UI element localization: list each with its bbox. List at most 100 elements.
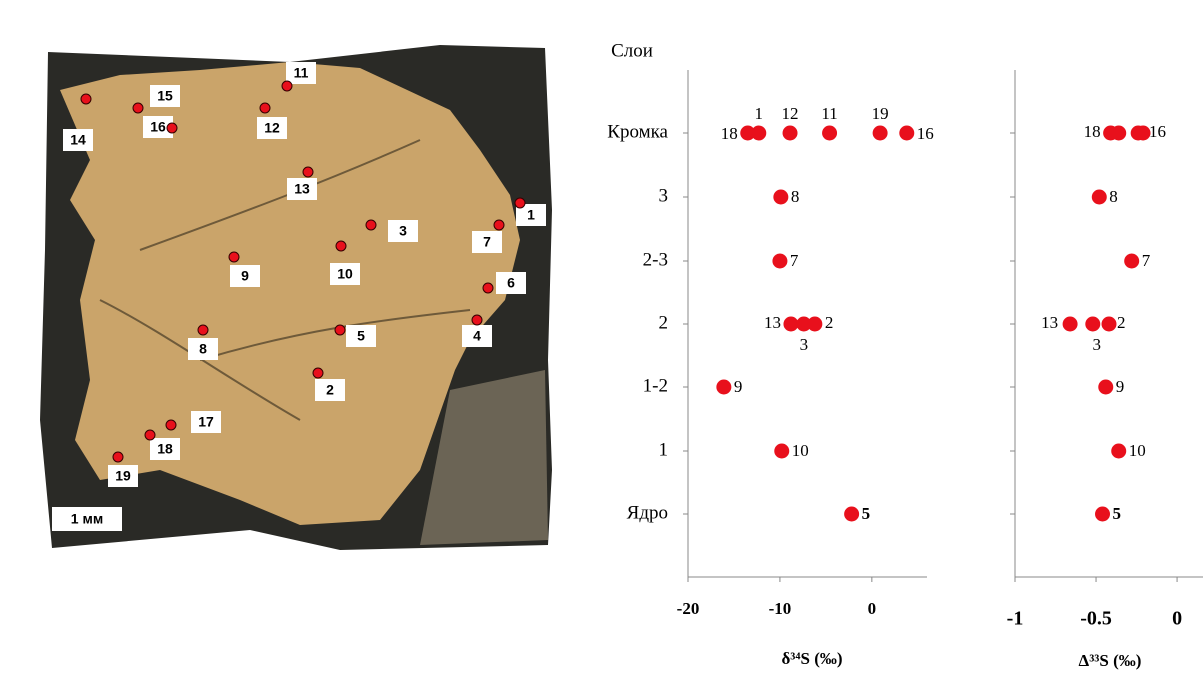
y-tick-label: Ядро: [627, 502, 668, 523]
data-point: [796, 316, 812, 332]
point-label: 8: [791, 187, 800, 206]
data-point: [716, 379, 732, 395]
point-label: 18: [721, 124, 738, 143]
point-label: 11: [294, 65, 309, 81]
sample-point: [112, 451, 124, 463]
data-point: [740, 125, 756, 141]
sample-point: [514, 197, 526, 209]
point-label: 3: [800, 335, 809, 354]
label-box: [230, 265, 260, 287]
sample-point: [166, 122, 178, 134]
point-label: 3: [399, 223, 407, 239]
data-point: [1124, 253, 1140, 269]
point-label: 8: [1109, 187, 1118, 206]
x-axis-title: Δ³³S (‰): [1079, 651, 1142, 670]
sample-point: [302, 166, 314, 178]
y-tick-label: 2: [659, 312, 669, 333]
point-label: 1: [527, 207, 535, 223]
point-label: 10: [1129, 441, 1146, 460]
point-label: 4: [473, 328, 481, 344]
scale-bar-label: 1 мм: [71, 511, 103, 527]
label-box: [287, 178, 317, 200]
sample-point: [365, 219, 377, 231]
label-box: [496, 272, 526, 294]
point-label: 17: [198, 414, 214, 430]
data-point: [844, 506, 860, 522]
point-label: 18: [1084, 122, 1101, 141]
label-box: [188, 338, 218, 360]
label-box: [257, 117, 287, 139]
data-point: [783, 316, 799, 332]
label-box: [330, 263, 360, 285]
data-point: [1111, 125, 1127, 141]
point-label: 13: [294, 181, 310, 197]
sample-point: [197, 324, 209, 336]
point-label: 9: [1116, 377, 1125, 396]
point-label: 5: [862, 504, 871, 523]
point-label: 11: [821, 104, 837, 123]
point-label: 9: [734, 377, 743, 396]
y-tick-label: 3: [659, 185, 669, 206]
point-label: 12: [264, 120, 280, 136]
data-point: [872, 125, 888, 141]
point-label: 13: [1041, 313, 1058, 332]
label-box: [472, 231, 502, 253]
scale-box: [52, 507, 122, 531]
point-label: 3: [1093, 335, 1102, 354]
data-point: [751, 125, 767, 141]
sample-point: [228, 251, 240, 263]
point-label: 7: [483, 234, 491, 250]
y-tick-label: 1: [659, 439, 669, 460]
point-label: 8: [199, 341, 207, 357]
sample-point: [471, 314, 483, 326]
point-label: 12: [782, 104, 799, 123]
data-point: [1101, 316, 1117, 332]
label-box: [516, 204, 546, 226]
label-box: [143, 116, 173, 138]
sample-point: [132, 102, 144, 114]
label-box: [63, 129, 93, 151]
sample-point: [144, 429, 156, 441]
data-point: [1085, 316, 1101, 332]
x-tick-label: -0.5: [1080, 608, 1112, 630]
point-label: 7: [1142, 251, 1151, 270]
sample-point: [312, 367, 324, 379]
y-tick-label: 1-2: [643, 375, 668, 396]
point-label: 16: [1149, 122, 1166, 141]
data-point: [772, 253, 788, 269]
sample-point: [482, 282, 494, 294]
point-label: 5: [357, 328, 365, 344]
point-label: 18: [157, 441, 173, 457]
y-tick-label: 2-3: [643, 249, 668, 270]
data-point: [1111, 443, 1127, 459]
point-label: 16: [917, 124, 934, 143]
crystal: [60, 62, 520, 525]
x-tick-label: -20: [677, 599, 700, 618]
point-label: 2: [1117, 313, 1126, 332]
data-point: [782, 125, 798, 141]
data-point: [1062, 316, 1078, 332]
crystal-fragments: [420, 370, 548, 545]
x-tick-label: 0: [868, 599, 877, 618]
sample-point: [281, 80, 293, 92]
point-label: 14: [70, 132, 86, 148]
x-tick-label: -10: [769, 599, 792, 618]
x-tick-label: 0: [1172, 608, 1182, 630]
point-label: 19: [872, 104, 889, 123]
point-label: 1: [755, 104, 764, 123]
point-label: 2: [825, 313, 834, 332]
x-axis-title: δ³⁴S (‰): [781, 649, 842, 668]
label-box: [315, 379, 345, 401]
point-label: 9: [241, 268, 249, 284]
sample-point: [259, 102, 271, 114]
data-point: [1135, 125, 1151, 141]
point-label: 16: [150, 119, 166, 135]
sample-point: [493, 219, 505, 231]
point-label: 5: [1113, 504, 1122, 523]
y-axis-title: Слои: [611, 40, 653, 61]
label-box: [286, 62, 316, 84]
point-label: 6: [507, 275, 515, 291]
sample-point: [335, 240, 347, 252]
